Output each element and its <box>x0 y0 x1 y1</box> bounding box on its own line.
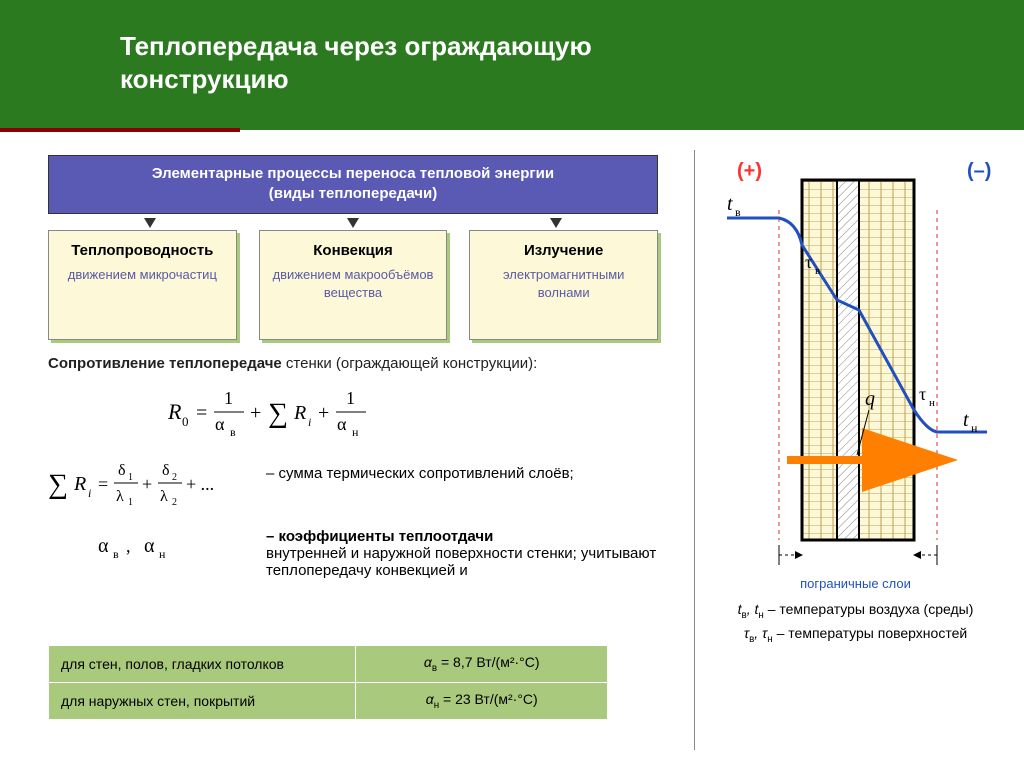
svg-text:+: + <box>318 402 329 424</box>
right-column: (+) (–) <box>694 150 1004 750</box>
banner: Элементарные процессы переноса тепловой … <box>48 155 658 214</box>
svg-text:н: н <box>971 421 978 435</box>
table-cell: αн = 23 Вт/(м²·°С) <box>356 682 608 719</box>
table-row: для стен, полов, гладких потолков αв = 8… <box>49 646 608 683</box>
svg-text:τ: τ <box>919 384 926 404</box>
svg-text:н: н <box>352 425 359 439</box>
svg-text:1: 1 <box>346 388 355 408</box>
svg-text:1: 1 <box>128 472 133 483</box>
svg-text:λ: λ <box>116 488 124 505</box>
svg-text:∑: ∑ <box>48 469 68 500</box>
svg-text:2: 2 <box>172 472 177 483</box>
svg-text:+: + <box>250 402 261 424</box>
svg-text:+ ...: + ... <box>186 474 214 494</box>
desc-coef-bold: – коэффициенты теплоотдачи <box>266 528 493 545</box>
type-sub: движением макрообъёмов вещества <box>268 266 439 301</box>
svg-text:2: 2 <box>172 497 177 508</box>
svg-text:в: в <box>230 425 236 439</box>
down-arrow-icon <box>347 218 359 228</box>
arrows-row <box>48 218 658 228</box>
svg-text:н: н <box>159 547 166 561</box>
banner-line2: (виды теплопередачи) <box>269 185 438 202</box>
type-box-radiation: Излучение электромагнитными волнами <box>469 230 658 340</box>
svg-text:α: α <box>144 535 155 557</box>
table-cell: для наружных стен, покрытий <box>49 682 356 719</box>
type-sub: движением микрочастиц <box>57 266 228 284</box>
svg-text:+: + <box>142 474 152 494</box>
svg-text:α: α <box>98 535 109 557</box>
svg-text:в: в <box>815 265 820 277</box>
svg-text:i: i <box>88 486 91 500</box>
formula-sum-ri: ∑ R i = δ 1 λ 1 + δ 2 λ 2 + ... <box>48 455 248 520</box>
svg-text:δ: δ <box>118 462 126 479</box>
title-line1: Теплопередача через ограждающую <box>120 31 592 61</box>
accent-line <box>0 128 240 132</box>
svg-text:0: 0 <box>182 414 189 429</box>
down-arrow-icon <box>144 218 156 228</box>
type-box-conduction: Теплопроводность движением микрочастиц <box>48 230 237 340</box>
header-band: Теплопередача через ограждающую конструк… <box>0 0 1024 130</box>
slide-title: Теплопередача через ограждающую конструк… <box>120 30 592 95</box>
resist-bold: Сопротивление теплопередаче <box>48 355 282 372</box>
formula-r0: R 0 = 1 α в + ∑ R i + 1 α н <box>168 384 658 449</box>
svg-text:в: в <box>113 547 119 561</box>
svg-text:λ: λ <box>160 488 168 505</box>
desc-coef: – коэффициенты теплоотдачи внутренней и … <box>266 528 658 579</box>
coefficients-table: для стен, полов, гладких потолков αв = 8… <box>48 645 608 720</box>
legend-temps: tв, tн – температуры воздуха (среды) τв,… <box>707 599 1004 648</box>
svg-text:н: н <box>929 397 935 409</box>
alpha-labels: α в , α н <box>48 528 248 567</box>
resist-rest: стенки (ограждающей конструкции): <box>282 355 538 372</box>
table-row: для наружных стен, покрытий αн = 23 Вт/(… <box>49 682 608 719</box>
down-arrow-icon <box>550 218 562 228</box>
type-sub: электромагнитными волнами <box>478 266 649 301</box>
plus-label: (+) <box>737 160 762 183</box>
type-box-convection: Конвекция движением макрообъёмов веществ… <box>259 230 448 340</box>
svg-text:t: t <box>963 409 969 431</box>
type-title: Конвекция <box>268 241 439 261</box>
svg-text:=: = <box>196 402 207 424</box>
svg-text:,: , <box>126 536 131 556</box>
resistance-text: Сопротивление теплопередаче стенки (огра… <box>48 354 658 374</box>
types-row: Теплопроводность движением микрочастиц К… <box>48 230 658 340</box>
banner-line1: Элементарные процессы переноса тепловой … <box>152 165 554 182</box>
svg-text:R: R <box>168 399 182 424</box>
title-line2: конструкцию <box>120 64 289 94</box>
svg-text:q: q <box>865 388 875 410</box>
type-title: Теплопроводность <box>57 241 228 261</box>
legend-boundary: пограничные слои <box>707 576 1004 591</box>
svg-text:R: R <box>293 402 306 424</box>
svg-text:t: t <box>727 193 733 215</box>
formula-row-sum: ∑ R i = δ 1 λ 1 + δ 2 λ 2 + ... <box>48 455 658 520</box>
svg-text:τ: τ <box>805 252 812 272</box>
desc-sum: – сумма термических сопротивлений слоёв; <box>266 455 658 482</box>
svg-text:1: 1 <box>224 388 233 408</box>
desc-coef-rest: внутренней и наружной поверхности стенки… <box>266 545 656 579</box>
slide: Теплопередача через ограждающую конструк… <box>0 0 1024 768</box>
formula-row-alpha: α в , α н – коэффициенты теплоотдачи вну… <box>48 528 658 579</box>
table-cell: для стен, полов, гладких потолков <box>49 646 356 683</box>
svg-text:R: R <box>73 473 86 495</box>
svg-text:в: в <box>735 205 741 219</box>
type-title: Излучение <box>478 241 649 261</box>
svg-text:i: i <box>308 415 311 429</box>
minus-label: (–) <box>967 160 991 183</box>
svg-text:δ: δ <box>162 462 170 479</box>
table-cell: αв = 8,7 Вт/(м²·°С) <box>356 646 608 683</box>
svg-text:α: α <box>215 414 225 434</box>
left-content: Элементарные процессы переноса тепловой … <box>48 155 658 585</box>
wall-diagram: (+) (–) <box>707 150 997 570</box>
svg-text:=: = <box>98 474 108 494</box>
svg-text:1: 1 <box>128 497 133 508</box>
svg-text:∑: ∑ <box>268 398 288 429</box>
svg-text:α: α <box>337 414 347 434</box>
